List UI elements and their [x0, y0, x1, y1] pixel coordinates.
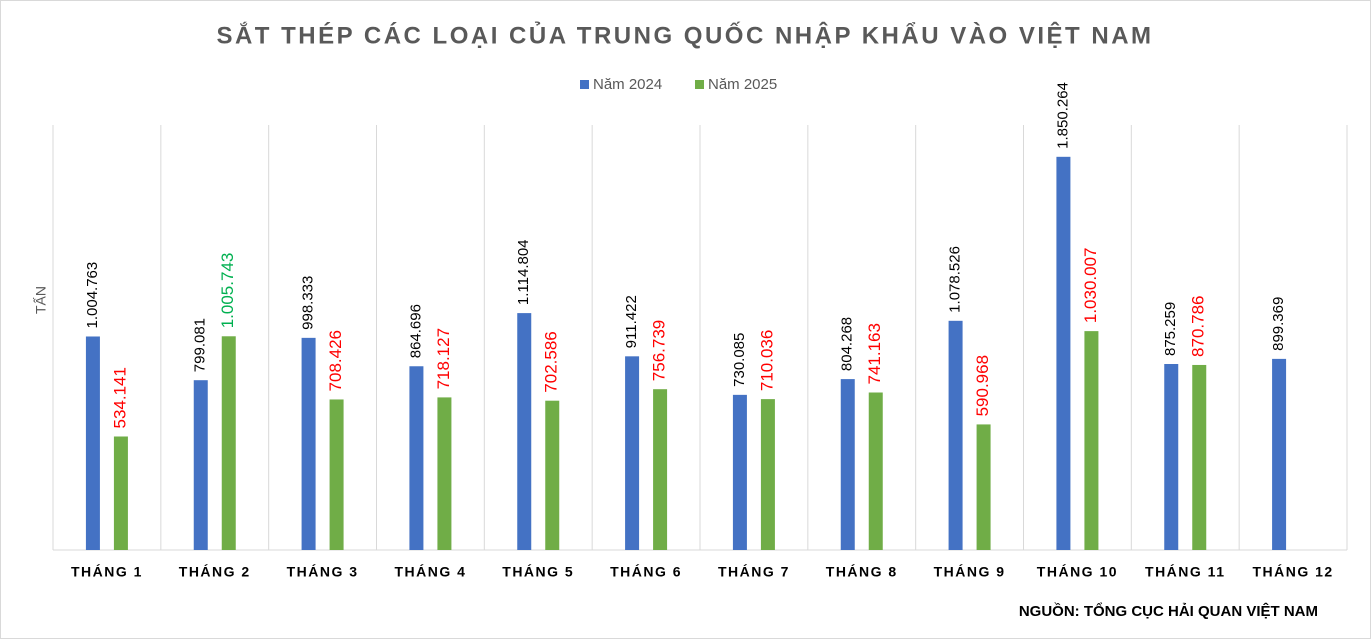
value-label: 1.004.763 — [84, 262, 101, 329]
bar — [517, 313, 532, 550]
bar — [113, 436, 128, 550]
x-tick-label: THÁNG 3 — [287, 564, 359, 580]
bar — [868, 392, 883, 550]
bar — [1084, 331, 1099, 550]
y-axis-label: TẤN — [33, 286, 49, 314]
value-label: 1.005.743 — [218, 253, 237, 329]
value-label: 799.081 — [192, 318, 209, 372]
value-label: 702.586 — [542, 331, 561, 392]
bar — [85, 336, 100, 550]
bar — [653, 389, 668, 550]
value-label: 534.141 — [110, 367, 129, 428]
x-tick-label: THÁNG 10 — [1037, 564, 1118, 580]
value-label: 708.426 — [326, 330, 345, 391]
bar — [409, 366, 424, 550]
x-tick-label: THÁNG 1 — [71, 564, 143, 580]
value-label: 1.850.264 — [1054, 82, 1071, 149]
bar — [221, 336, 236, 550]
legend-swatch — [695, 80, 704, 89]
legend-label: Năm 2025 — [708, 76, 777, 93]
bar — [545, 400, 560, 550]
value-label: 911.422 — [623, 295, 640, 348]
bar — [329, 399, 344, 550]
value-label: 1.078.526 — [947, 246, 964, 313]
value-label: 804.268 — [839, 317, 856, 371]
x-tick-label: THÁNG 8 — [826, 564, 898, 580]
x-tick-label: THÁNG 9 — [934, 564, 1006, 580]
bar — [1056, 156, 1071, 550]
bar — [1192, 364, 1207, 550]
bar — [437, 397, 452, 550]
bar — [1272, 358, 1287, 550]
value-label: 1.030.007 — [1081, 247, 1100, 323]
legend-swatch — [580, 80, 589, 89]
bar — [193, 380, 208, 550]
value-label: 1.114.804 — [515, 239, 532, 305]
x-tick-label: THÁNG 11 — [1145, 564, 1225, 580]
value-label: 590.968 — [973, 355, 992, 416]
value-label: 899.369 — [1270, 297, 1287, 351]
bar — [1164, 364, 1179, 550]
legend-label: Năm 2024 — [593, 76, 662, 93]
value-label: 875.259 — [1162, 302, 1179, 356]
bar — [732, 394, 747, 550]
chart-title: SẮT THÉP CÁC LOẠI CỦA TRUNG QUỐC NHẬP KH… — [216, 20, 1153, 49]
x-tick-label: THÁNG 12 — [1252, 564, 1333, 580]
bar — [760, 399, 775, 550]
value-label: 998.333 — [300, 276, 317, 330]
x-tick-label: THÁNG 4 — [394, 564, 466, 580]
value-label: 730.085 — [731, 333, 748, 387]
value-label: 870.786 — [1189, 296, 1208, 357]
x-tick-label: THÁNG 5 — [502, 564, 574, 580]
bar — [840, 379, 855, 550]
bar — [976, 424, 991, 550]
x-tick-label: THÁNG 6 — [610, 564, 682, 580]
value-label: 741.163 — [865, 323, 884, 384]
x-tick-label: THÁNG 7 — [718, 564, 790, 580]
source-note: NGUỒN: TỔNG CỤC HẢI QUAN VIỆT NAM — [1019, 602, 1318, 620]
value-label: 864.696 — [407, 304, 424, 358]
value-label: 710.036 — [757, 330, 776, 391]
bar — [625, 356, 640, 550]
value-label: 718.127 — [434, 328, 453, 389]
x-tick-label: THÁNG 2 — [179, 564, 251, 580]
value-label: 756.739 — [650, 320, 669, 381]
bar — [948, 320, 963, 550]
bar — [301, 337, 316, 550]
